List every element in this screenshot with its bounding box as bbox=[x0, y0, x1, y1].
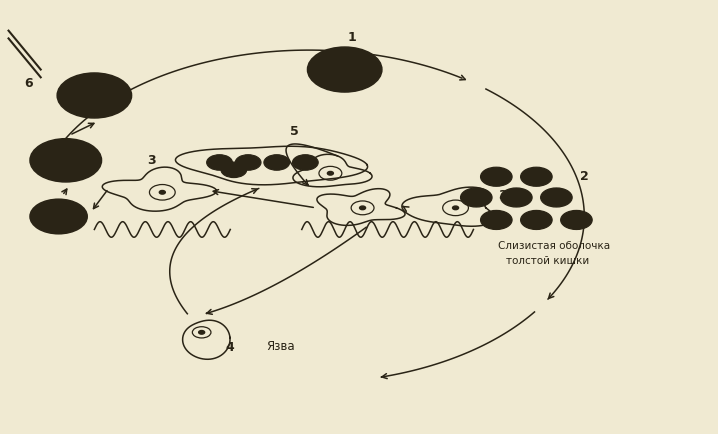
Circle shape bbox=[488, 216, 504, 225]
Circle shape bbox=[360, 207, 365, 210]
Text: Язва: Язва bbox=[266, 339, 294, 352]
Text: толстой кишки: толстой кишки bbox=[505, 255, 589, 265]
Text: 5: 5 bbox=[290, 125, 299, 138]
Circle shape bbox=[30, 200, 87, 234]
Circle shape bbox=[521, 211, 552, 230]
Ellipse shape bbox=[81, 89, 96, 96]
Circle shape bbox=[216, 161, 223, 165]
Polygon shape bbox=[402, 187, 495, 227]
Circle shape bbox=[78, 95, 90, 102]
Text: 3: 3 bbox=[147, 154, 156, 167]
Circle shape bbox=[480, 211, 512, 230]
Circle shape bbox=[199, 331, 205, 334]
Circle shape bbox=[108, 85, 112, 88]
Circle shape bbox=[528, 173, 544, 182]
Circle shape bbox=[108, 97, 112, 100]
Circle shape bbox=[329, 75, 335, 78]
Circle shape bbox=[521, 168, 552, 187]
Circle shape bbox=[355, 75, 360, 78]
Text: 6: 6 bbox=[24, 77, 33, 90]
Polygon shape bbox=[317, 189, 405, 226]
Circle shape bbox=[64, 221, 68, 224]
Circle shape bbox=[302, 161, 309, 165]
Circle shape bbox=[569, 216, 584, 225]
Circle shape bbox=[264, 155, 289, 171]
Circle shape bbox=[273, 161, 280, 165]
Text: 3: 3 bbox=[498, 189, 506, 202]
Circle shape bbox=[307, 48, 382, 93]
Circle shape bbox=[533, 219, 539, 222]
Circle shape bbox=[513, 196, 519, 200]
Circle shape bbox=[236, 155, 261, 171]
Circle shape bbox=[39, 164, 53, 173]
Circle shape bbox=[508, 193, 524, 203]
Text: 4: 4 bbox=[226, 340, 235, 353]
Circle shape bbox=[541, 188, 572, 207]
Circle shape bbox=[78, 83, 90, 91]
Polygon shape bbox=[293, 155, 372, 187]
Circle shape bbox=[60, 218, 73, 226]
Circle shape bbox=[103, 83, 116, 91]
Circle shape bbox=[221, 163, 247, 178]
Circle shape bbox=[30, 139, 101, 183]
Circle shape bbox=[473, 196, 479, 200]
Polygon shape bbox=[175, 147, 368, 185]
Circle shape bbox=[533, 176, 539, 179]
Circle shape bbox=[493, 176, 499, 179]
Polygon shape bbox=[182, 320, 230, 359]
Circle shape bbox=[554, 196, 559, 200]
Circle shape bbox=[493, 219, 499, 222]
Circle shape bbox=[355, 62, 360, 66]
Circle shape bbox=[488, 173, 504, 182]
Ellipse shape bbox=[92, 98, 104, 103]
Circle shape bbox=[103, 95, 116, 102]
Circle shape bbox=[230, 168, 238, 173]
Polygon shape bbox=[102, 168, 217, 212]
Text: Слизистая оболочка: Слизистая оболочка bbox=[498, 240, 610, 250]
Circle shape bbox=[468, 193, 484, 203]
Circle shape bbox=[460, 188, 492, 207]
Circle shape bbox=[549, 193, 564, 203]
Circle shape bbox=[327, 172, 333, 176]
Circle shape bbox=[500, 188, 532, 207]
Text: 2: 2 bbox=[580, 170, 589, 183]
Circle shape bbox=[574, 219, 579, 222]
Circle shape bbox=[80, 168, 83, 170]
Circle shape bbox=[82, 85, 85, 88]
Circle shape bbox=[329, 62, 335, 66]
Text: 1: 1 bbox=[348, 31, 356, 44]
Circle shape bbox=[292, 155, 318, 171]
Circle shape bbox=[480, 168, 512, 187]
Circle shape bbox=[159, 191, 165, 195]
Circle shape bbox=[57, 74, 131, 118]
Circle shape bbox=[44, 168, 48, 170]
Circle shape bbox=[82, 97, 85, 100]
Circle shape bbox=[245, 161, 252, 165]
Circle shape bbox=[561, 211, 592, 230]
Circle shape bbox=[452, 207, 459, 210]
Circle shape bbox=[75, 164, 88, 173]
Circle shape bbox=[528, 216, 544, 225]
Circle shape bbox=[207, 155, 233, 171]
